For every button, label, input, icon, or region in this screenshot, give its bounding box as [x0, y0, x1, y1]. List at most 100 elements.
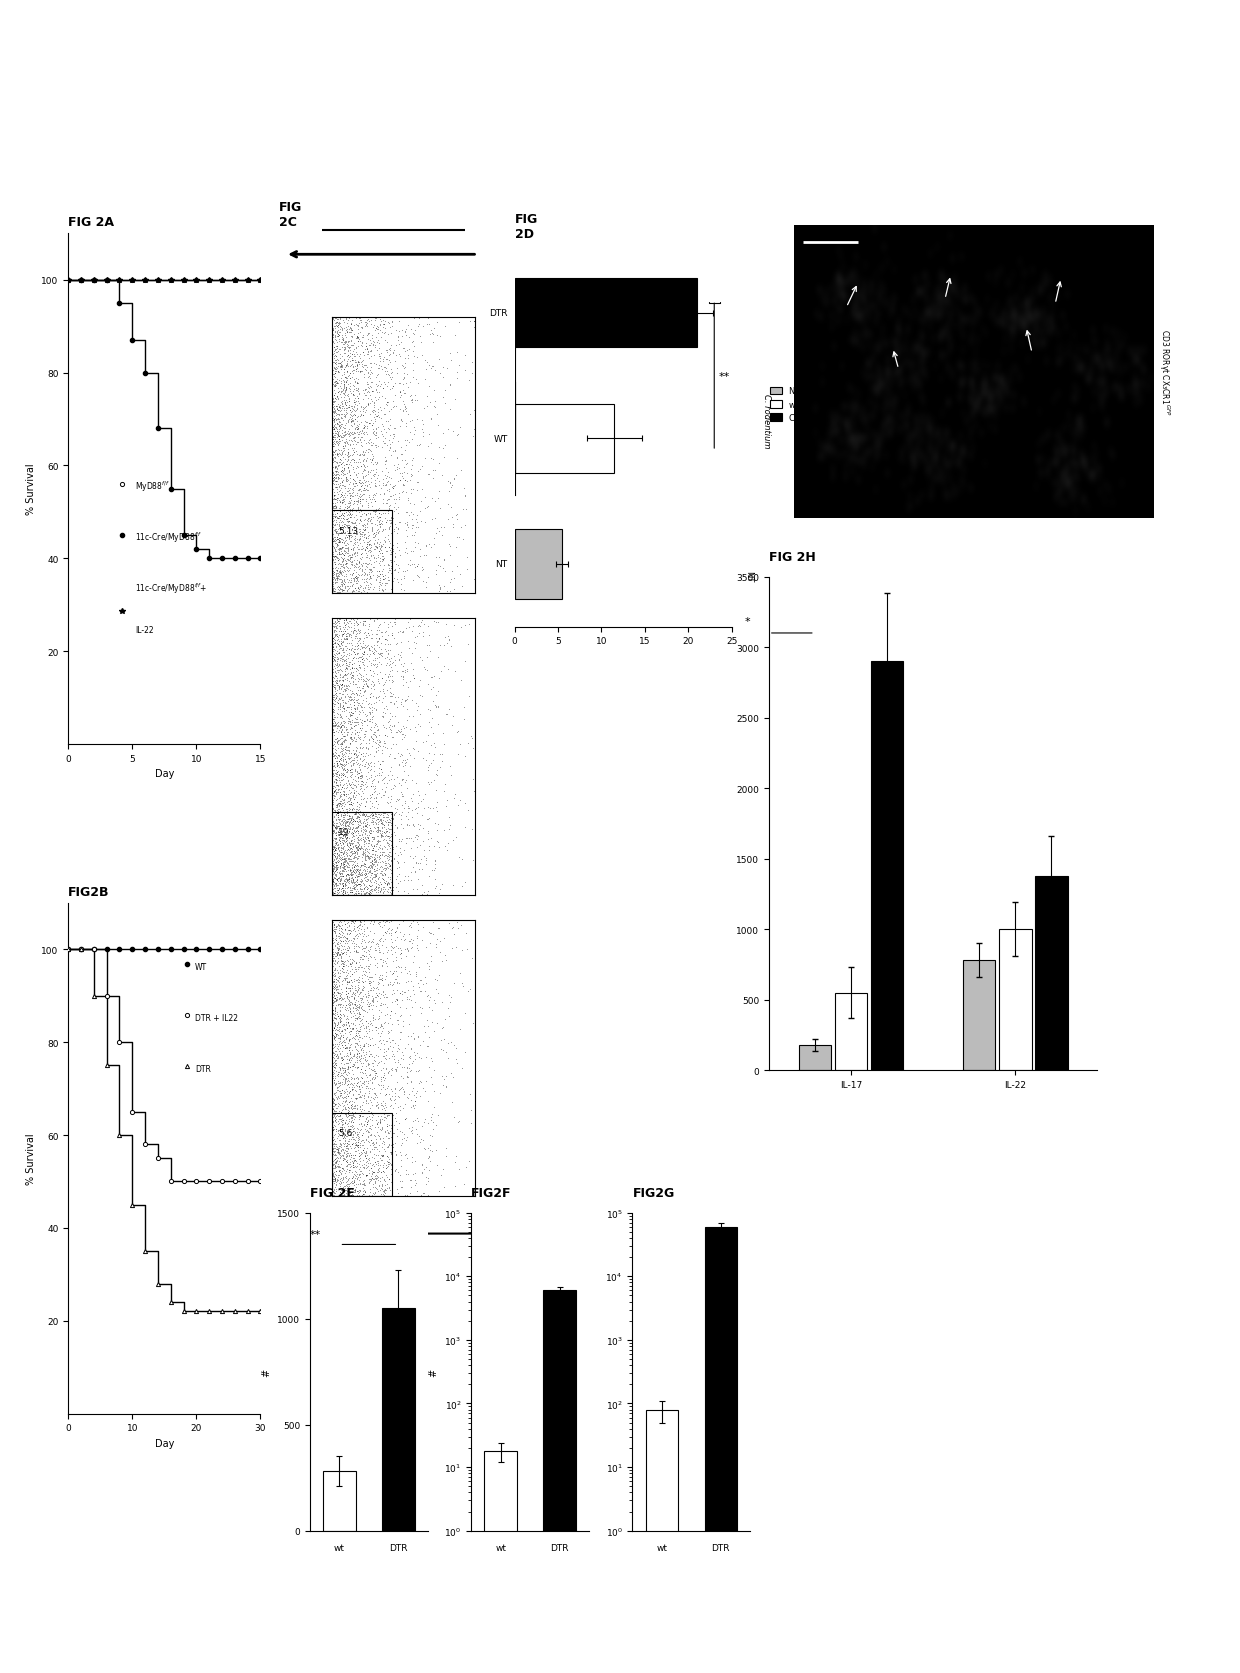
- Point: [332, 857, 352, 883]
- Point: [367, 984, 387, 1010]
- Point: [367, 716, 387, 743]
- Point: [339, 820, 358, 847]
- Point: [350, 427, 370, 453]
- Point: [331, 378, 351, 405]
- Point: [358, 611, 378, 637]
- Point: [407, 386, 427, 413]
- Point: [448, 719, 467, 746]
- Point: [353, 576, 373, 602]
- Point: [329, 935, 348, 962]
- Point: [460, 975, 480, 1002]
- Point: [340, 470, 360, 497]
- Point: [337, 925, 357, 952]
- Point: [326, 1022, 346, 1049]
- Point: [453, 527, 472, 554]
- Point: [325, 836, 345, 863]
- Point: [351, 395, 371, 422]
- Point: [346, 734, 366, 761]
- Point: [417, 728, 436, 755]
- Point: [409, 306, 429, 333]
- Point: [339, 676, 358, 703]
- Point: [405, 1116, 425, 1143]
- Point: [379, 609, 399, 636]
- Point: [345, 1094, 365, 1121]
- Point: [401, 1094, 420, 1121]
- Point: [356, 1113, 376, 1139]
- Point: [377, 510, 397, 537]
- Point: [407, 624, 427, 651]
- Point: [402, 477, 422, 504]
- Point: [351, 1042, 371, 1069]
- Point: [331, 1099, 351, 1126]
- Point: [327, 1004, 347, 1031]
- Point: [367, 728, 387, 755]
- Point: [352, 646, 372, 673]
- Point: [361, 816, 381, 843]
- Point: [326, 448, 346, 475]
- Point: [325, 798, 345, 825]
- Point: [351, 758, 371, 785]
- Point: [362, 927, 382, 954]
- Point: [371, 1012, 391, 1039]
- Point: [352, 1128, 372, 1154]
- Point: [376, 490, 396, 517]
- Point: [337, 930, 357, 957]
- Point: [360, 1178, 379, 1205]
- Point: [337, 443, 357, 470]
- Point: [343, 425, 363, 452]
- Point: [358, 360, 378, 386]
- Point: [325, 955, 345, 982]
- Point: [324, 1000, 343, 1027]
- Point: [329, 1010, 348, 1037]
- Point: [376, 818, 396, 845]
- Point: [451, 457, 471, 483]
- Point: [365, 1141, 384, 1168]
- Point: [326, 565, 346, 592]
- Point: [441, 472, 461, 499]
- Point: [343, 440, 363, 467]
- Point: [343, 358, 363, 385]
- Point: [326, 663, 346, 689]
- Point: [331, 527, 351, 554]
- Point: [362, 698, 382, 724]
- Point: [337, 452, 357, 478]
- Point: [340, 1061, 360, 1087]
- Point: [363, 721, 383, 748]
- Point: [350, 477, 370, 504]
- Point: [365, 795, 384, 821]
- Point: [361, 386, 381, 413]
- Point: [382, 877, 402, 903]
- Point: [384, 713, 404, 739]
- Point: [366, 763, 386, 790]
- Point: [430, 361, 450, 388]
- Point: [341, 724, 361, 751]
- Point: [351, 1072, 371, 1099]
- Point: [381, 315, 401, 341]
- Point: [334, 1027, 353, 1054]
- Point: [429, 693, 449, 719]
- Point: [346, 852, 366, 878]
- Point: [355, 708, 374, 734]
- Point: [325, 997, 345, 1024]
- Point: [353, 699, 373, 726]
- Point: [339, 631, 358, 657]
- Point: [352, 810, 372, 836]
- Point: [417, 569, 436, 596]
- Point: [341, 1123, 361, 1149]
- Point: [348, 923, 368, 950]
- Point: [386, 348, 405, 375]
- Point: [350, 746, 370, 773]
- Point: [451, 1054, 471, 1081]
- Point: [341, 462, 361, 489]
- Point: [378, 805, 398, 831]
- Point: [334, 485, 353, 512]
- Point: [347, 850, 367, 877]
- Point: [342, 1096, 362, 1123]
- Point: [326, 713, 346, 739]
- Point: [330, 679, 350, 706]
- Point: [345, 937, 365, 964]
- Point: [370, 1027, 389, 1054]
- Point: [368, 1005, 388, 1032]
- Point: [330, 507, 350, 534]
- Point: [329, 527, 348, 554]
